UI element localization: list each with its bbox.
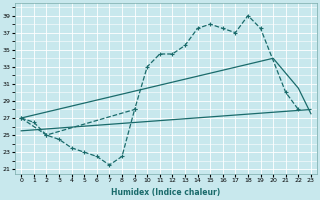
X-axis label: Humidex (Indice chaleur): Humidex (Indice chaleur) <box>111 188 221 197</box>
